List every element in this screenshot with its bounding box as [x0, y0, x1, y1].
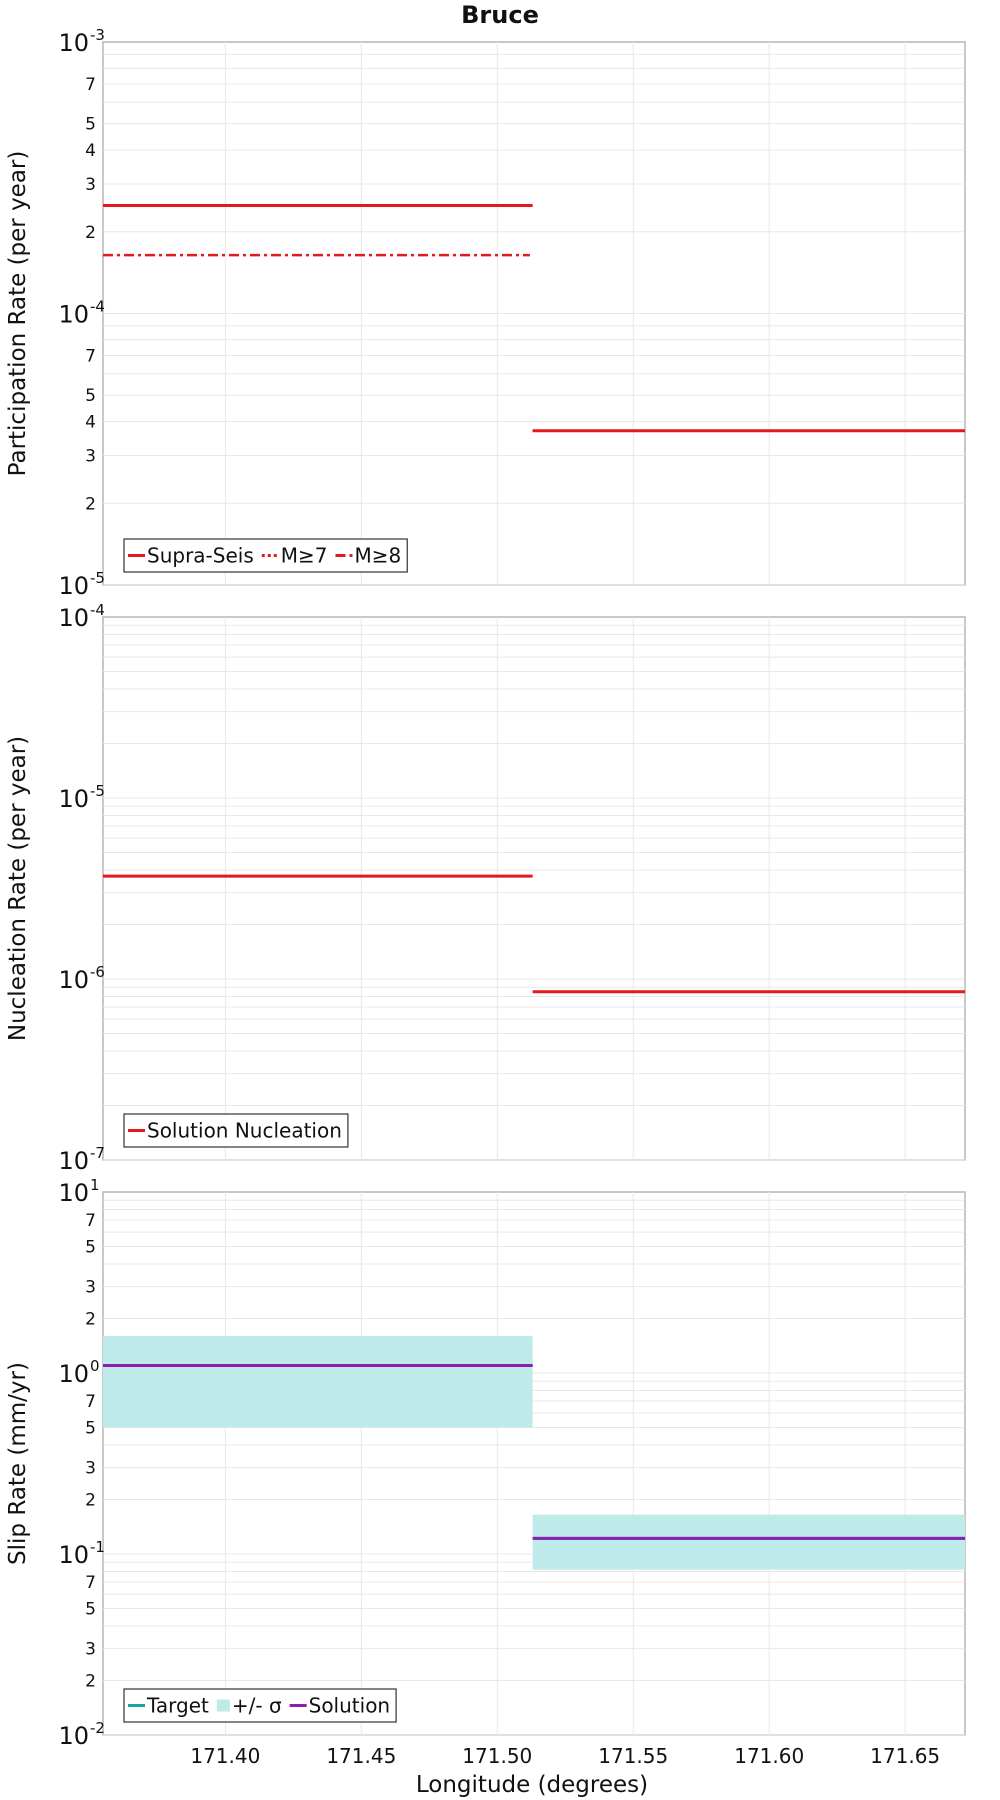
y-axis-label: Participation Rate (per year)	[5, 151, 31, 477]
y-tick-exponent: 1	[90, 1176, 100, 1194]
y-tick-exponent: -5	[90, 569, 105, 587]
y-minor-tick-label: 5	[85, 386, 96, 406]
y-minor-tick-label: 5	[85, 1599, 96, 1619]
legend: Solution Nucleation	[123, 1113, 349, 1148]
x-tick-label: 171.65	[870, 1744, 940, 1768]
x-tick-label: 171.50	[462, 1744, 532, 1768]
y-tick-exponent: -1	[90, 1538, 105, 1556]
x-tick-label: 171.60	[734, 1744, 804, 1768]
y-minor-tick-label: 5	[85, 115, 96, 135]
y-minor-tick-label: 2	[85, 1672, 96, 1692]
y-minor-tick-label: 2	[85, 1310, 96, 1330]
x-axis-label: Longitude (degrees)	[416, 1772, 648, 1798]
y-minor-tick-label: 7	[85, 75, 96, 95]
y-tick-label: 10	[58, 301, 89, 329]
y-tick-exponent: -5	[90, 782, 105, 800]
y-minor-tick-label: 2	[85, 223, 96, 243]
y-tick-label: 10	[58, 966, 89, 994]
y-tick-label: 10	[58, 1722, 89, 1750]
y-tick-exponent: -4	[90, 601, 105, 619]
y-minor-tick-label: 5	[85, 1418, 96, 1438]
y-minor-tick-label: 3	[85, 446, 96, 466]
legend-box	[123, 538, 408, 573]
y-tick-label: 10	[58, 1179, 89, 1207]
y-minor-tick-label: 3	[85, 175, 96, 195]
y-minor-tick-label: 3	[85, 1459, 96, 1479]
y-tick-label: 10	[58, 604, 89, 632]
y-minor-tick-label: 2	[85, 494, 96, 514]
legend-box	[123, 1688, 397, 1723]
sigma-band-segment	[103, 1336, 533, 1428]
y-minor-tick-label: 7	[85, 1573, 96, 1593]
y-tick-exponent: -6	[90, 963, 105, 981]
legend-label: Supra-Seis	[147, 544, 254, 568]
y-tick-label: 10	[58, 785, 89, 813]
y-minor-tick-label: 3	[85, 1640, 96, 1660]
y-minor-tick-label: 4	[85, 141, 96, 161]
y-tick-exponent: -2	[90, 1719, 105, 1737]
legend-box	[123, 1113, 349, 1148]
x-tick-label: 171.55	[598, 1744, 668, 1768]
y-minor-tick-label: 5	[85, 1237, 96, 1257]
x-tick-label: 171.40	[190, 1744, 260, 1768]
y-tick-exponent: -3	[90, 26, 105, 44]
legend: Supra-Seis M≥7 M≥8	[123, 538, 408, 573]
y-axis-label: Nucleation Rate (per year)	[5, 736, 31, 1041]
legend-label: +/- σ	[232, 1694, 282, 1718]
legend-swatch	[216, 1699, 230, 1712]
legend-label: Solution	[309, 1694, 390, 1718]
y-minor-tick-label: 4	[85, 413, 96, 433]
y-axis-label: Slip Rate (mm/yr)	[5, 1362, 31, 1565]
x-tick-label: 171.45	[326, 1744, 396, 1768]
plot-area	[102, 616, 966, 1161]
legend-label: M≥7	[281, 544, 328, 568]
chart-title: Bruce	[461, 1, 539, 29]
y-tick-exponent: 0	[90, 1357, 100, 1375]
y-tick-label: 10	[58, 1147, 89, 1175]
y-tick-label: 10	[58, 1541, 89, 1569]
y-tick-label: 10	[58, 572, 89, 600]
y-minor-tick-label: 7	[85, 1211, 96, 1231]
y-minor-tick-label: 7	[85, 1392, 96, 1412]
legend-label: Solution Nucleation	[147, 1119, 342, 1143]
y-tick-label: 10	[58, 29, 89, 57]
sigma-band-segment	[532, 1514, 965, 1570]
y-tick-label: 10	[58, 1360, 89, 1388]
y-minor-tick-label: 7	[85, 347, 96, 367]
legend-label: M≥8	[355, 544, 402, 568]
y-tick-exponent: -7	[90, 1144, 105, 1162]
y-tick-exponent: -4	[90, 298, 105, 316]
legend: Target +/- σ Solution	[123, 1688, 397, 1723]
plot-area	[102, 1191, 966, 1736]
y-minor-tick-label: 3	[85, 1278, 96, 1298]
y-minor-tick-label: 2	[85, 1491, 96, 1511]
legend-label: Target	[146, 1694, 209, 1718]
